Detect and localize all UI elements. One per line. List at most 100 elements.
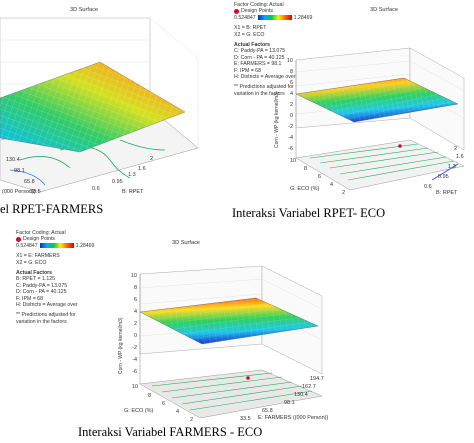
x-tick: 33.5 [30,189,41,195]
design-point [246,376,250,380]
y-tick: 65.8 [262,408,273,414]
x-tick: 98.1 [14,168,25,174]
legend-factor-coding: Factor Coding: Actual [234,2,284,8]
x-tick: 6 [318,174,321,180]
z-axis-label: Corn - WP (kg kernel/m3) [118,317,124,374]
legend-note: variation in the factors [234,90,285,97]
z-tick: 10 [131,273,137,279]
x-axis-label: (000 Person)) [2,189,36,195]
x-tick: 4 [176,409,179,415]
legend-x2: X2 = G: ECO [16,259,47,266]
legend-factor: C: Paddy-PA = 13.075 [16,282,68,289]
color-scale-bar [39,242,74,248]
y-axis-label: E: FARMERS ((000 Person)) [258,415,328,421]
z-tick: 4 [290,91,293,97]
legend-actual-factors-title: Actual Factors [16,270,53,277]
legend-rpet-eco: Factor Coding: Actual Design Points 0.52… [234,2,312,97]
legend-factor: F: IPM = 68 [16,295,43,302]
y-tick: 2 [150,156,153,162]
y-axis-label: B: RPET [436,190,458,196]
y-tick: 2 [454,146,457,152]
floor-contours [309,143,455,181]
x-tick: 2 [342,190,345,196]
legend-factor: C: Paddy-PA = 13.075 [234,48,286,55]
panel-rpet-eco: Factor Coding: Actual Design Points 0.52… [232,0,474,226]
panel-title: 3D Surface [70,7,98,13]
design-point-icon [234,8,239,14]
surface-plot-2: 10 8 6 4 2 0 -2 -4 -6 Corn - WP (kg kern… [274,47,465,196]
z-tick: 0 [290,113,293,119]
y-tick: 0.6 [92,186,100,192]
legend-actual-factors-title: Actual Factors [234,42,271,49]
y-tick: 0.95 [112,179,123,185]
legend-note: variation in the factors [16,318,67,325]
x-tick: 130.4 [6,157,20,163]
legend-x1: X1 = E: FARMERS [16,253,60,260]
legend-factor: B: RPET = 1.125 [16,276,55,283]
y-tick: 130.4 [294,392,308,398]
legend-factor: D: Corn - PA = 40.125 [234,54,285,61]
legend-x1: X1 = B: RPET [234,25,267,32]
legend-note: ** Predictions adjusted for [234,84,294,91]
panel-title: 3D Surface [370,7,398,13]
y-tick: 162.7 [302,384,316,390]
x-tick: 65.8 [24,179,35,185]
y-tick: 1.6 [456,154,464,160]
z-tick: 2 [134,321,137,327]
z-tick: 8 [290,69,293,75]
z-tick: 0 [134,333,137,339]
y-axis-label: B: RPET [122,189,144,195]
floor-contours [151,372,313,411]
caption-rpet-eco: Interaksi Variabel RPET- ECO [232,206,386,220]
floor [295,139,465,191]
y-tick: 0.6 [424,184,432,190]
color-scale-bar [257,14,292,20]
legend-color-range: 0.524847 1.28469 [234,14,313,21]
y-tick: 194.7 [310,376,324,382]
z-tick: -2 [132,345,137,351]
z-tick: 6 [290,80,293,86]
panel-farmers-eco: Factor Coding: Actual Design Points 0.52… [0,226,474,443]
z-tick: 6 [134,297,137,303]
y-tick: 1.3 [128,172,136,178]
panel-title: 3D Surface [172,240,200,246]
x-tick: 4 [330,182,333,188]
legend-design-points: Design Points [234,8,312,14]
legend-factor-coding: Factor Coding: Actual [16,230,66,236]
panel-rpet-farmers: 3D Surface [0,0,230,216]
z-tick: -2 [288,124,293,130]
floor [139,369,323,419]
caption-rpet-farmers: el RPET-FARMERS [0,202,104,216]
z-tick: -6 [132,369,137,375]
legend-farmers-eco: Factor Coding: Actual Design Points 0.52… [16,230,94,325]
z-tick: -6 [288,146,293,152]
legend-factor: F: IPM = 68 [234,67,261,74]
z-tick: -4 [132,357,137,363]
x-axis-label: G: ECO (%) [290,186,320,192]
floor-contour-blue [431,163,459,181]
x-tick: 10 [132,384,138,390]
legend-note: ** Predictions adjusted for [16,312,76,319]
legend-factor: E: FARMERS = 98.1 [234,61,282,68]
x-tick: 6 [162,401,165,407]
y-tick: 1.6 [138,166,146,172]
legend-factor: D: Corn - PA = 40.125 [16,289,67,296]
x-tick: 2 [190,417,193,423]
z-tick: 4 [134,309,137,315]
y-tick: 0.95 [438,174,449,180]
legend-design-points: Design Points [16,236,94,242]
design-point-icon [16,236,21,242]
y-tick: 98.1 [284,400,295,406]
caption-farmers-eco: Interaksi Variabel FARMERS - ECO [78,425,263,439]
legend-color-range: 0.524847 1.28469 [16,242,95,249]
z-axis-label: Corn - WP (kg kernel/m3) [274,91,280,148]
z-tick: 8 [134,285,137,291]
legend-factor: H: Districts = Average over [234,74,296,81]
x-axis-label: G: ECO (%) [124,408,154,414]
surface-plot-3: 10 8 6 4 2 0 -2 -4 -6 Corn - WP (kg kern… [118,265,328,423]
z-tick: -4 [288,135,293,141]
y-tick: 33.5 [240,416,251,422]
z-tick: 10 [287,58,293,64]
legend-x2: X2 = G: ECO [234,31,265,38]
x-tick: 10 [290,158,296,164]
